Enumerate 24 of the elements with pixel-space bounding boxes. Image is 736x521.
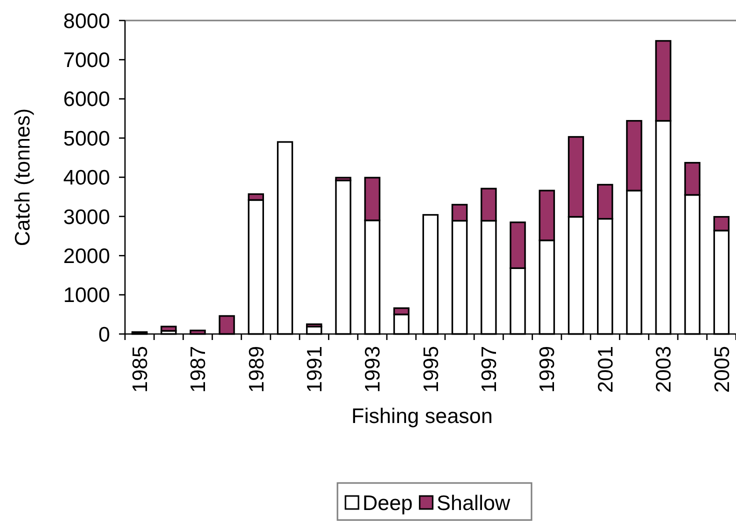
x-tick-label: 2001	[594, 346, 618, 393]
y-tick-label: 1000	[63, 284, 110, 308]
x-tick-label: 1991	[303, 346, 326, 393]
x-tick-label: 1987	[187, 346, 210, 393]
x-tick-label: 1989	[245, 346, 268, 393]
x-tick-label: 1999	[536, 346, 560, 393]
x-tick-label: 1997	[478, 346, 502, 393]
legend-label: Shallow	[436, 492, 512, 515]
y-tick-label: 4000	[63, 166, 110, 190]
x-tick-label: 1995	[420, 346, 443, 393]
y-tick-label: 7000	[63, 49, 110, 72]
y-tick-label: 5000	[63, 127, 110, 150]
x-tick-label: 2003	[652, 346, 676, 393]
y-tick-label: 6000	[63, 88, 110, 112]
y-tick-label: 3000	[63, 206, 110, 229]
x-tick-label: 1993	[362, 346, 385, 393]
y-axis-title: Catch (tonnes)	[11, 108, 34, 246]
y-tick-label: 8000	[63, 10, 110, 33]
x-tick-label: 2005	[710, 346, 734, 393]
y-tick-label: 2000	[63, 244, 110, 268]
legend-label: Deep	[362, 492, 413, 515]
x-axis-title: Fishing season	[351, 405, 493, 428]
y-tick-label: 0	[98, 323, 110, 346]
x-tick-label: 1985	[128, 346, 152, 393]
